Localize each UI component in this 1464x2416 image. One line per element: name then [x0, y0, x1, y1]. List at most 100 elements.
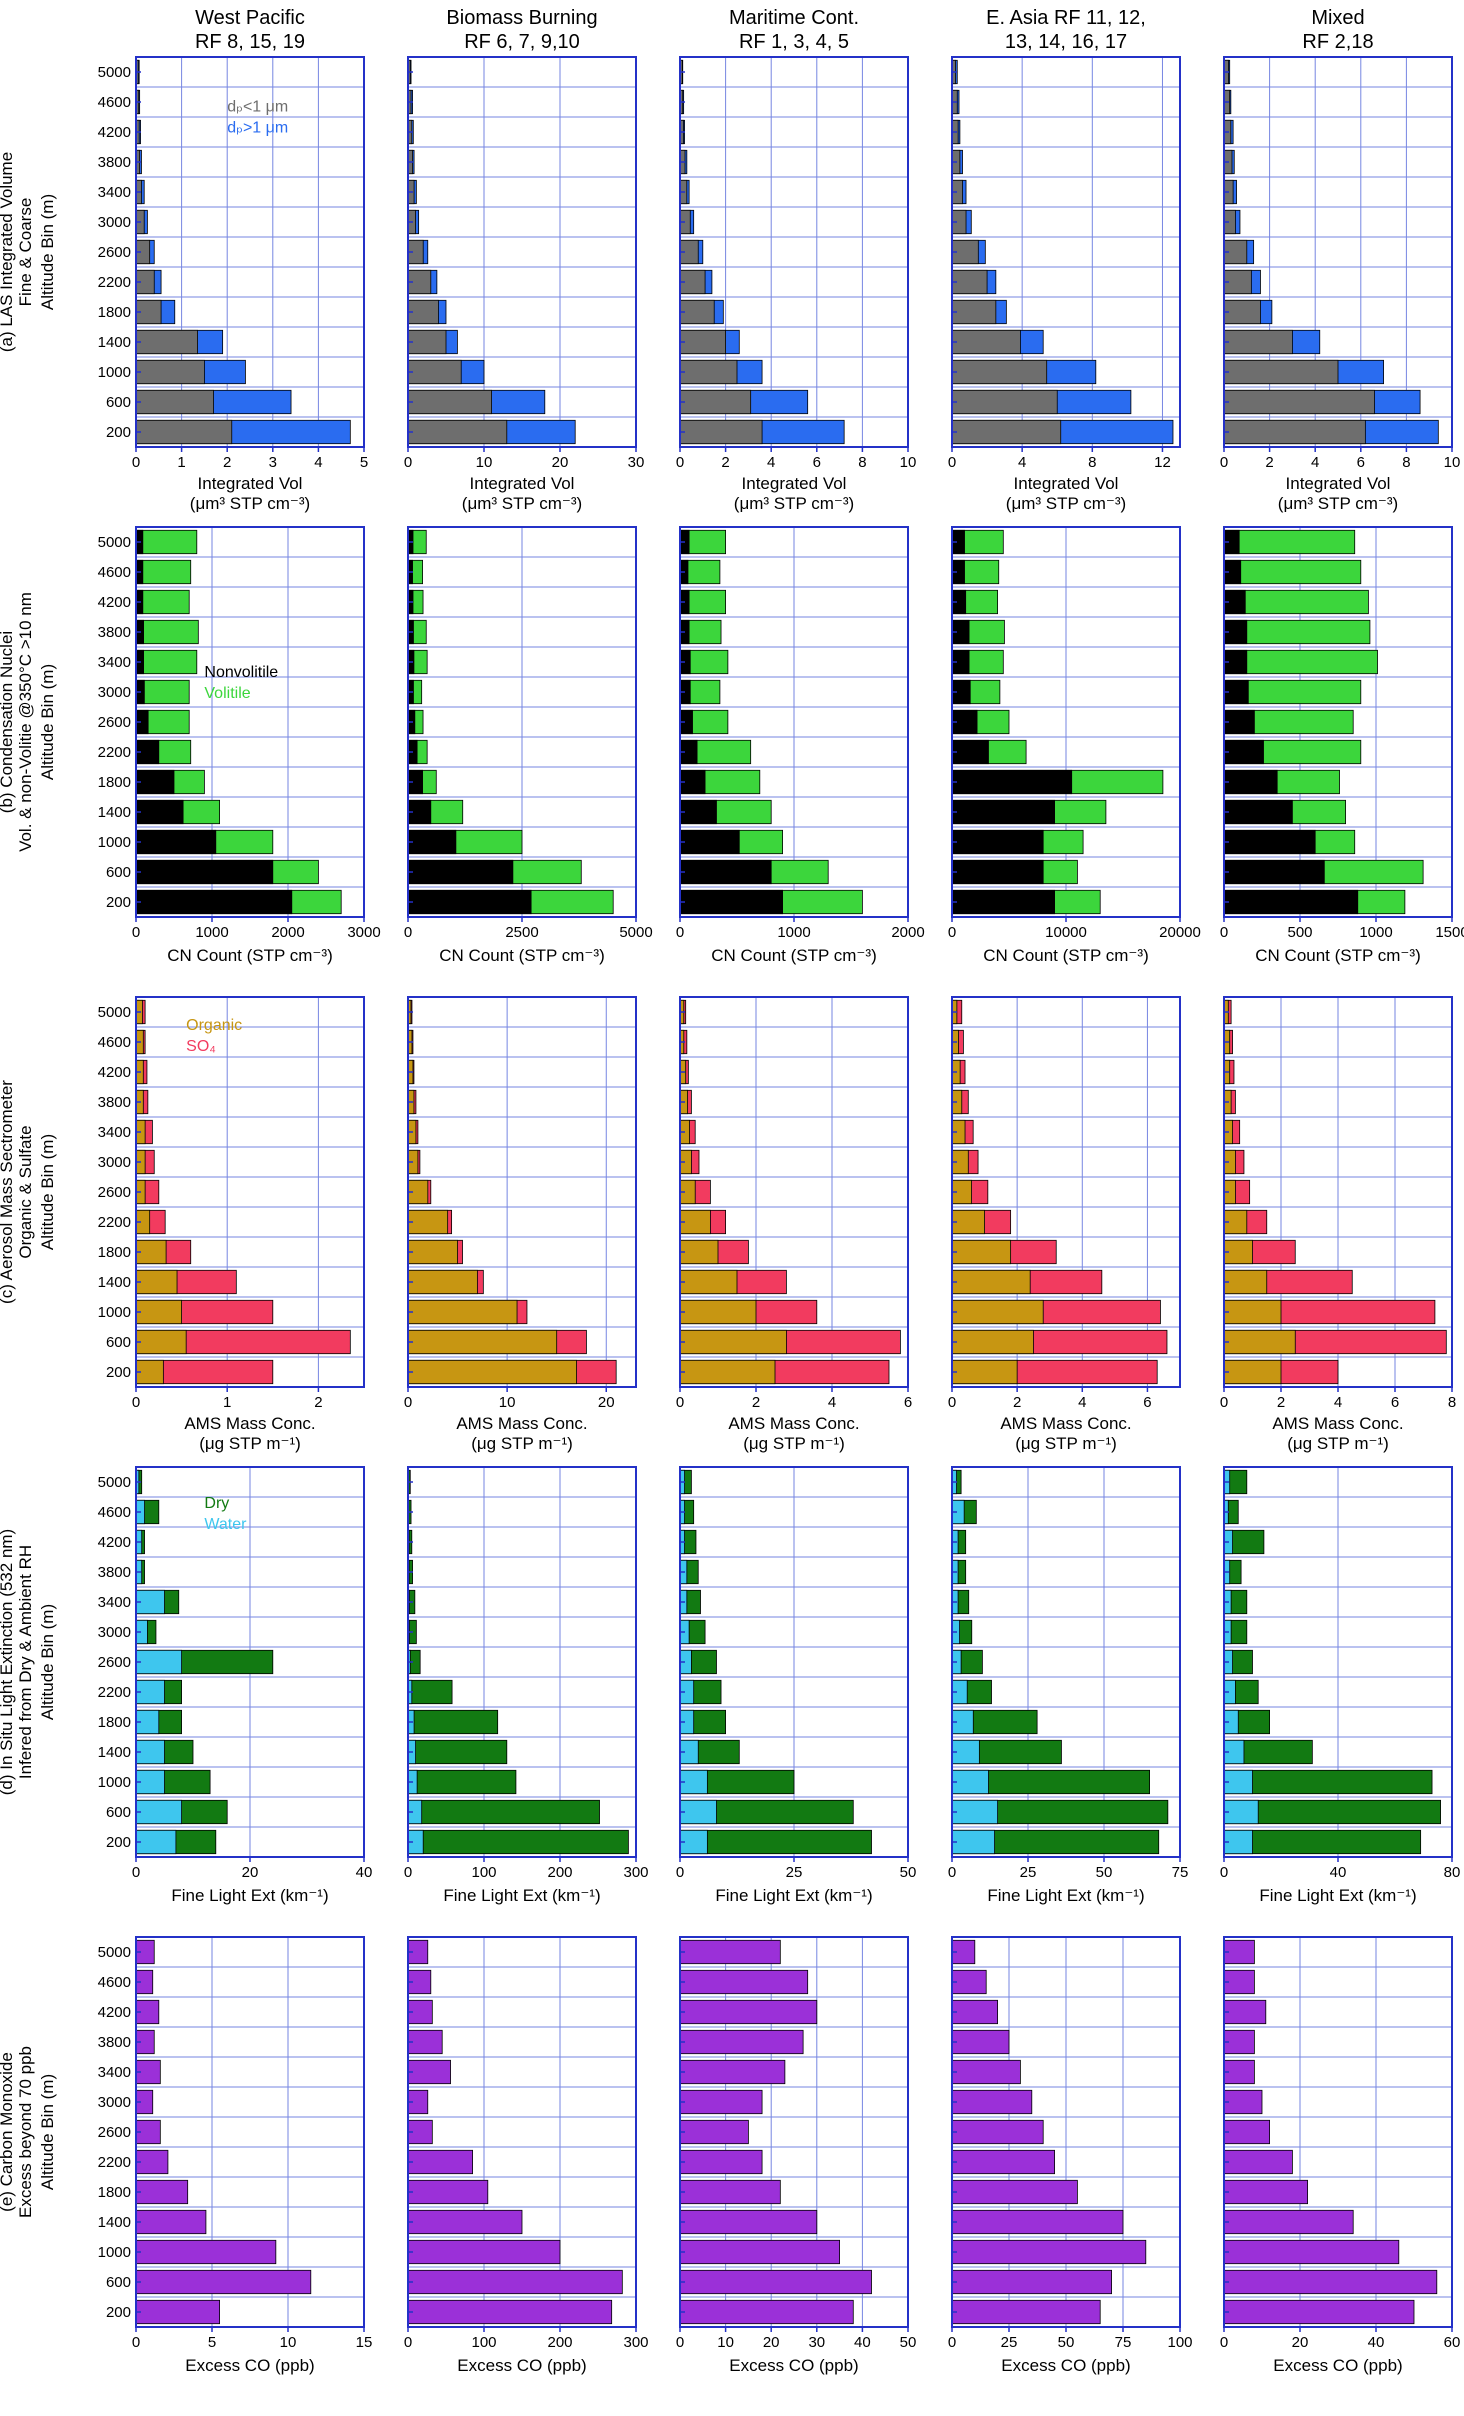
chart-panel-d-2: 0 100 200 300 Fine Light Ext (km⁻¹)	[404, 1465, 649, 1905]
bars-front	[1223, 59, 1375, 444]
y-tick-label: 1800	[98, 1714, 131, 1731]
bar	[407, 1799, 600, 1824]
bar	[135, 419, 233, 444]
x-tick-label: 4	[828, 1394, 836, 1411]
x-tick-label: 20	[242, 1864, 259, 1881]
bars-front	[679, 1939, 872, 2324]
axis-ticks	[407, 1011, 608, 1392]
bar	[679, 329, 726, 354]
x-tick-label: 40	[1330, 1864, 1347, 1881]
x-tick-label: 1000	[195, 924, 228, 941]
y-tick-label: 4600	[98, 564, 131, 581]
axis-ticks	[407, 71, 637, 452]
bars-back	[407, 529, 614, 914]
x-tick-label: 300	[623, 2334, 648, 2351]
x-tick-label: 75	[1172, 1864, 1189, 1881]
x-tick-label: 2000	[891, 924, 924, 941]
axis-ticks	[951, 1481, 1181, 1862]
bar	[951, 2059, 1021, 2084]
gridlines	[135, 996, 364, 1387]
x-tick-label: 100	[471, 2334, 496, 2351]
bar	[1223, 329, 1293, 354]
x-tick-label: 8	[1402, 454, 1410, 471]
chart-panel-b-2: 0 2500 5000 CN Count (STP cm⁻³)	[404, 525, 653, 965]
gridlines	[407, 56, 637, 447]
axis-ticks	[951, 71, 1164, 452]
bar	[951, 1799, 998, 1824]
row-label-line: Vol. & non-Volitie @350°C >10 nm	[16, 592, 35, 852]
chart-panel-d-4: 0 25 50 75 Fine Light Ext (km⁻¹)	[948, 1465, 1189, 1905]
column-title-line1: Mixed	[1311, 7, 1365, 29]
row-label-line: Altitude Bin (m)	[38, 1604, 57, 1720]
x-tick-label: 3000	[347, 924, 380, 941]
y-tick-label: 5000	[98, 1474, 131, 1491]
bar	[407, 2059, 451, 2084]
x-tick-label: 5000	[619, 924, 652, 941]
x-tick-label: 50	[1058, 2334, 1075, 2351]
x-tick-label: 0	[404, 454, 412, 471]
y-tick-label: 3800	[98, 1564, 131, 1581]
y-tick-label: 2200	[98, 2154, 131, 2171]
axis-ticks	[407, 1951, 637, 2332]
x-tick-label: 30	[628, 454, 645, 471]
x-tick-label: 25	[1020, 1864, 1037, 1881]
bars-back	[679, 529, 863, 914]
x-axis-title: Excess CO (ppb)	[1001, 2356, 1130, 2375]
x-tick-label: 1500	[1435, 924, 1464, 941]
bars-back	[679, 999, 901, 1384]
bars-front	[1223, 1939, 1438, 2324]
bar	[407, 1209, 449, 1234]
bar	[135, 1299, 182, 1324]
axis-ticks	[951, 1951, 1181, 2332]
bars-back	[951, 529, 1164, 914]
x-tick-label: 300	[623, 1864, 648, 1881]
y-tick-label: 5000	[98, 1944, 131, 1961]
bar	[679, 419, 763, 444]
x-axis-title: (μm³ STP cm⁻³)	[1278, 494, 1398, 513]
axis-ticks	[951, 1011, 1149, 1392]
chart-panel-b-4: 0 10000 20000 CN Count (STP cm⁻³)	[948, 525, 1201, 965]
bar	[407, 2269, 623, 2294]
x-tick-label: 0	[404, 1394, 412, 1411]
axis-ticks	[1223, 541, 1453, 922]
bar	[679, 1969, 809, 1994]
column-title-line2: RF 2,18	[1302, 31, 1374, 54]
x-axis-title: (μm³ STP cm⁻³)	[1006, 494, 1126, 513]
bar	[1223, 2149, 1293, 2174]
bars-front	[1223, 529, 1359, 914]
bars-front	[951, 59, 1062, 444]
x-tick-label: 4	[1018, 454, 1026, 471]
bars-front	[951, 529, 1073, 914]
row-label-e: (e) Carbon Monoxide Excess beyond 70 ppb A…	[0, 2046, 57, 2218]
x-tick-label: 0	[948, 924, 956, 941]
bar	[1223, 1799, 1259, 1824]
bar	[951, 419, 1062, 444]
legend-entry: Water	[204, 1516, 247, 1533]
bar	[951, 2149, 1055, 2174]
y-tick-label: 1800	[98, 2184, 131, 2201]
x-tick-label: 1	[177, 454, 185, 471]
chart-panel-a-3: 0 2 4 6 8 10 Integrated Vol(μm³ STP cm⁻³)	[676, 55, 917, 513]
x-tick-label: 6	[1391, 1394, 1399, 1411]
x-tick-label: 2	[1013, 1394, 1021, 1411]
y-tick-label: 1000	[98, 2244, 131, 2261]
bar	[1223, 2179, 1308, 2204]
bar	[135, 359, 205, 384]
x-axis-title: CN Count (STP cm⁻³)	[439, 946, 604, 965]
x-tick-label: 0	[404, 1864, 412, 1881]
bar	[1223, 389, 1375, 414]
x-tick-label: 40	[356, 1864, 373, 1881]
x-tick-label: 2000	[271, 924, 304, 941]
bar	[1223, 559, 1362, 584]
y-tick-label: 2600	[98, 1184, 131, 1201]
y-tick-label: 1400	[98, 1274, 131, 1291]
chart-panel-a-5: 0 2 4 6 8 10 Integrated Vol(μm³ STP cm⁻³)	[1220, 55, 1460, 513]
bar	[1223, 1269, 1268, 1294]
bars-front	[951, 999, 1044, 1384]
y-tick-label: 4600	[98, 1974, 131, 1991]
x-tick-label: 0	[948, 2334, 956, 2351]
x-tick-label: 10	[900, 454, 917, 471]
axis-ticks	[679, 1481, 909, 1862]
bars-front	[951, 1939, 1147, 2324]
x-tick-label: 25	[786, 1864, 803, 1881]
